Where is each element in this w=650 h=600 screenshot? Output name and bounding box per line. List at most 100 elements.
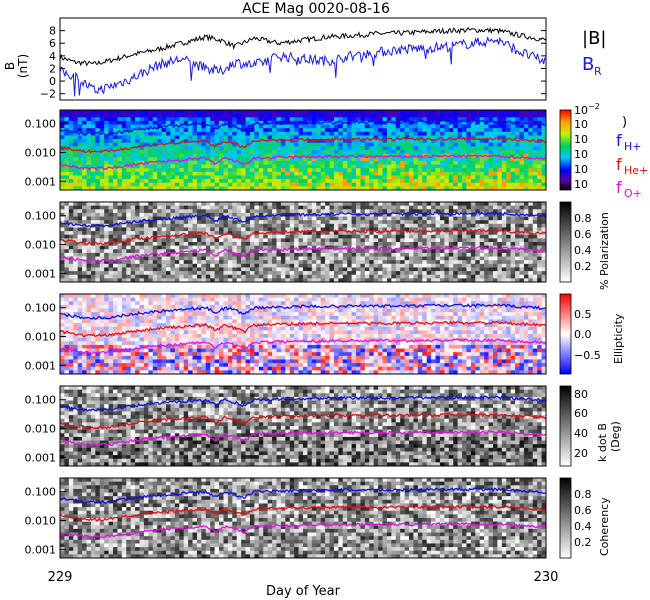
- spectrogram-cell: [117, 234, 123, 239]
- spectrogram-cell: [391, 135, 397, 140]
- spectrogram-cell: [108, 157, 114, 162]
- spectrogram-cell: [479, 128, 485, 133]
- spectrogram-cell: [422, 160, 428, 165]
- spectrogram-cell: [73, 117, 78, 122]
- spectrogram-cell: [329, 267, 335, 272]
- spectrogram-cell: [205, 168, 211, 173]
- spectrogram-cell: [174, 160, 180, 165]
- spectrogram-cell: [510, 249, 516, 254]
- spectrogram-cell: [188, 135, 193, 140]
- spectrogram-cell: [104, 110, 109, 114]
- spectrogram-cell: [126, 209, 131, 214]
- spectrogram-cell: [73, 220, 78, 225]
- spectrogram-cell: [236, 146, 242, 151]
- spectrogram-cell: [311, 245, 317, 250]
- spectrogram-cell: [232, 146, 238, 151]
- spectrogram-cell: [68, 168, 74, 173]
- spectrogram-cell: [64, 267, 70, 272]
- spectrogram-cell: [205, 220, 211, 225]
- spectrogram-cell: [245, 216, 251, 221]
- spectrogram-cell: [73, 301, 78, 306]
- spectrogram-cell: [338, 267, 344, 272]
- spectrogram-cell: [303, 128, 308, 133]
- spectrogram-cell: [64, 202, 70, 206]
- spectrogram-cell: [139, 146, 145, 151]
- spectrogram-cell: [519, 168, 525, 173]
- spectrogram-cell: [395, 205, 401, 210]
- spectrogram-cell: [267, 202, 273, 206]
- spectrogram-cell: [108, 171, 114, 176]
- spectrogram-cell: [130, 157, 136, 162]
- spectrogram-cell: [338, 220, 344, 225]
- spectrogram-cell: [435, 216, 441, 221]
- spectrogram-cell: [417, 139, 423, 144]
- spectrogram-cell: [82, 135, 87, 140]
- spectrogram-cell: [439, 139, 445, 144]
- spectrogram-cell: [515, 274, 520, 279]
- spectrogram-cell: [373, 175, 379, 180]
- spectrogram-cell: [470, 124, 476, 129]
- spectrogram-cell: [130, 249, 136, 254]
- spectrogram-cell: [219, 231, 224, 236]
- spectrogram-cell: [462, 182, 467, 187]
- spectrogram-cell: [382, 175, 388, 180]
- spectrogram-cell: [280, 209, 286, 214]
- spectrogram-cell: [214, 186, 220, 191]
- spectrogram-cell: [338, 223, 344, 228]
- spectrogram-cell: [210, 135, 215, 140]
- spectrogram-cell: [90, 186, 96, 191]
- spectrogram-cell: [488, 202, 494, 206]
- spectrogram-cell: [258, 278, 264, 283]
- spectrogram-cell: [108, 142, 114, 147]
- spectrogram-cell: [479, 202, 485, 206]
- spectrogram-cell: [444, 231, 450, 236]
- spectrogram-cell: [395, 260, 401, 265]
- spectrogram-cell: [263, 135, 268, 140]
- spectrogram-cell: [316, 175, 321, 180]
- spectrogram-cell: [60, 308, 65, 313]
- spectrogram-cell: [135, 267, 140, 272]
- spectrogram-cell: [113, 139, 118, 144]
- spectrogram-cell: [466, 164, 472, 169]
- spectrogram-cell: [289, 274, 295, 279]
- spectrogram-cell: [466, 260, 472, 265]
- spectrogram-cell: [139, 238, 145, 243]
- spectrogram-cell: [64, 304, 70, 309]
- spectrogram-cell: [241, 263, 246, 268]
- spectrogram-cell: [462, 220, 467, 225]
- spectrogram-cell: [272, 153, 277, 158]
- spectrogram-cell: [126, 202, 131, 206]
- spectrogram-cell: [303, 135, 308, 140]
- spectrogram-cell: [258, 150, 264, 154]
- spectrogram-cell: [135, 202, 140, 206]
- spectrogram-cell: [360, 131, 366, 136]
- spectrogram-cell: [210, 139, 215, 144]
- spectrogram-cell: [506, 242, 511, 246]
- spectrogram-cell: [320, 153, 326, 158]
- spectrogram-cell: [86, 150, 92, 154]
- spectrogram-cell: [254, 234, 260, 239]
- spectrogram-cell: [386, 160, 392, 165]
- spectrogram-cell: [386, 267, 392, 272]
- spectrogram-cell: [364, 146, 370, 151]
- spectrogram-cell: [60, 245, 65, 250]
- spectrogram-cell: [192, 234, 198, 239]
- spectrogram-cell: [484, 271, 489, 276]
- spectrogram-cell: [214, 223, 220, 228]
- spectrogram-cell: [179, 157, 185, 162]
- spectrogram-cell: [378, 142, 383, 147]
- spectrogram-cell: [272, 238, 277, 243]
- spectrogram-cell: [484, 157, 489, 162]
- spectrogram-cell: [395, 164, 401, 169]
- spectrogram-cell: [108, 238, 114, 243]
- spectrogram-cell: [338, 160, 344, 165]
- spectrogram-cell: [148, 175, 154, 180]
- spectrogram-cell: [152, 171, 158, 176]
- spectrogram-cell: [492, 150, 498, 154]
- spectrogram-cell: [223, 234, 229, 239]
- spectrogram-cell: [192, 238, 198, 243]
- spectrogram-cell: [152, 128, 158, 133]
- spectrogram-cell: [223, 227, 229, 232]
- spectrogram-cell: [444, 278, 450, 283]
- spectrogram-cell: [95, 157, 101, 162]
